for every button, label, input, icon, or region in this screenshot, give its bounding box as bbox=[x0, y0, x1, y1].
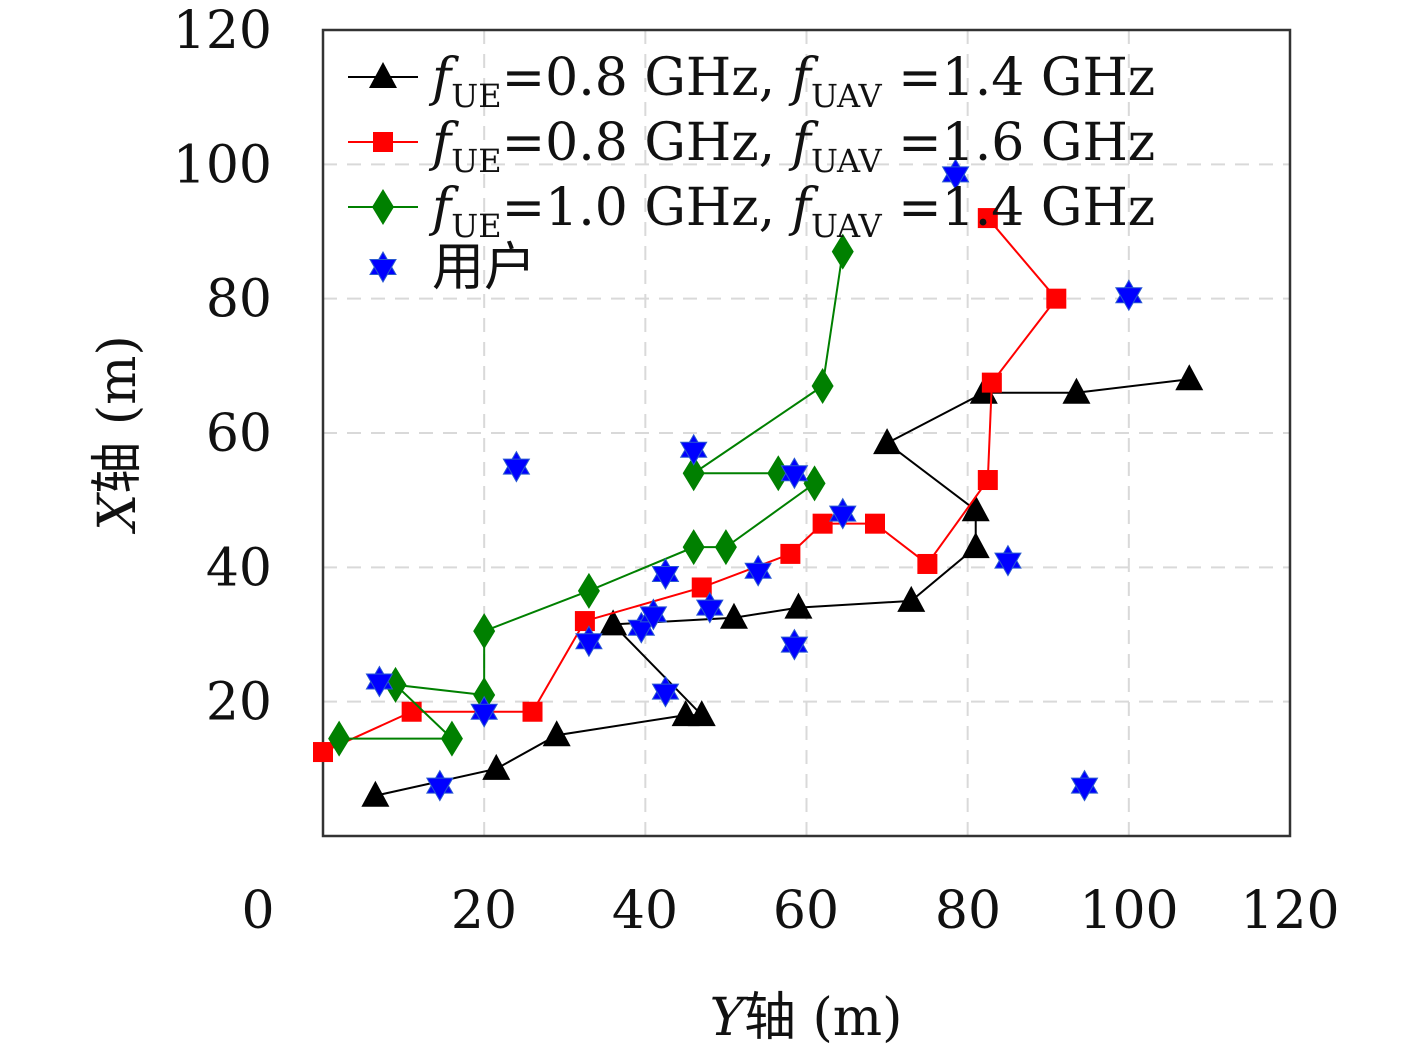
data-point bbox=[1114, 279, 1143, 312]
data-point bbox=[767, 455, 790, 492]
legend-item: fUE=0.8 GHz, fUAV =1.6 GHz bbox=[348, 113, 1155, 180]
data-point bbox=[328, 720, 351, 757]
data-point bbox=[651, 558, 680, 591]
y-tick-label: 80 bbox=[206, 270, 272, 330]
data-point bbox=[994, 544, 1022, 577]
data-point bbox=[1046, 288, 1067, 309]
data-point bbox=[744, 554, 773, 587]
data-point bbox=[864, 513, 885, 534]
data-point bbox=[961, 532, 990, 559]
data-point bbox=[361, 780, 390, 807]
data-point bbox=[917, 553, 938, 574]
data-point bbox=[695, 591, 724, 624]
data-point bbox=[831, 233, 854, 270]
data-point bbox=[679, 433, 708, 466]
data-point bbox=[977, 208, 998, 229]
legend-item: 用户 bbox=[369, 238, 536, 298]
x-axis-label: Y轴 (m) bbox=[710, 988, 903, 1048]
x-tick-label: 80 bbox=[935, 881, 1001, 941]
y-tick-label: 60 bbox=[206, 404, 272, 464]
x-tick-label: 0 bbox=[241, 881, 274, 941]
x-tick-label: 40 bbox=[612, 881, 678, 941]
data-point bbox=[1070, 769, 1099, 802]
data-point bbox=[365, 665, 394, 698]
tick-labels: 0 20 40 60 80 100 120 20 40 60 80 100 120 bbox=[173, 1, 1340, 941]
data-point bbox=[780, 543, 801, 564]
legend-label: fUE=1.0 GHz, fUAV =1.4 GHz bbox=[428, 178, 1155, 245]
legend-label: fUE=0.8 GHz, fUAV =1.6 GHz bbox=[428, 113, 1155, 180]
data-point bbox=[651, 675, 680, 708]
x-tick-label: 20 bbox=[451, 881, 517, 941]
data-point bbox=[440, 720, 463, 757]
series-ue08-uav14 bbox=[361, 364, 1204, 807]
legend-item: fUE=0.8 GHz, fUAV =1.4 GHz bbox=[348, 48, 1155, 115]
legend-label: 用户 bbox=[432, 238, 536, 298]
data-point bbox=[599, 609, 628, 636]
data-point bbox=[941, 158, 970, 191]
series-ue08-uav16 bbox=[313, 208, 1067, 763]
data-point bbox=[714, 529, 737, 566]
data-point bbox=[482, 753, 511, 780]
legend-marker bbox=[369, 251, 397, 283]
legend-marker bbox=[372, 189, 394, 225]
y-tick-label: 100 bbox=[173, 135, 272, 195]
series-layer bbox=[313, 158, 1204, 807]
data-point bbox=[961, 495, 990, 522]
data-point bbox=[425, 769, 454, 802]
data-point bbox=[873, 428, 902, 455]
data-point bbox=[780, 457, 809, 490]
x-tick-label: 100 bbox=[1079, 881, 1178, 941]
legend-item: fUE=1.0 GHz, fUAV =1.4 GHz bbox=[348, 178, 1155, 245]
data-point bbox=[719, 602, 748, 629]
data-point bbox=[575, 625, 603, 658]
data-point bbox=[1175, 364, 1204, 391]
data-point bbox=[803, 465, 826, 502]
y-axis-label: X轴 (m) bbox=[88, 335, 148, 534]
data-point bbox=[682, 529, 705, 566]
data-point bbox=[522, 701, 543, 722]
legend-label: fUE=0.8 GHz, fUAV =1.4 GHz bbox=[428, 48, 1155, 115]
x-tick-label: 120 bbox=[1240, 881, 1339, 941]
y-tick-label: 120 bbox=[173, 1, 272, 61]
data-point bbox=[639, 598, 668, 631]
data-point bbox=[784, 592, 813, 619]
data-point bbox=[691, 577, 712, 598]
plot-frame bbox=[321, 28, 1292, 838]
x-tick-label: 60 bbox=[773, 881, 839, 941]
data-point bbox=[682, 455, 705, 492]
data-point bbox=[811, 367, 834, 404]
legend-marker bbox=[373, 132, 393, 152]
data-point bbox=[812, 513, 833, 534]
data-point bbox=[780, 628, 809, 661]
data-point bbox=[313, 742, 333, 763]
data-point bbox=[1062, 377, 1091, 404]
data-point bbox=[687, 700, 716, 727]
data-point bbox=[828, 497, 857, 530]
axis-labels: Y轴 (m) X轴 (m) bbox=[88, 335, 902, 1048]
data-point bbox=[401, 701, 422, 722]
data-point bbox=[977, 470, 998, 491]
data-point bbox=[473, 613, 496, 650]
series-users bbox=[365, 158, 1143, 802]
data-point bbox=[577, 572, 600, 609]
data-point bbox=[627, 611, 656, 644]
data-point bbox=[981, 372, 1002, 393]
data-point bbox=[574, 611, 595, 632]
legend-marker bbox=[369, 62, 397, 88]
data-point bbox=[897, 585, 926, 612]
data-point bbox=[502, 450, 531, 483]
y-tick-label: 40 bbox=[206, 538, 272, 598]
data-point bbox=[470, 695, 499, 728]
y-tick-label: 20 bbox=[206, 673, 272, 733]
series-ue10-uav14 bbox=[328, 233, 854, 757]
data-point bbox=[542, 720, 571, 747]
